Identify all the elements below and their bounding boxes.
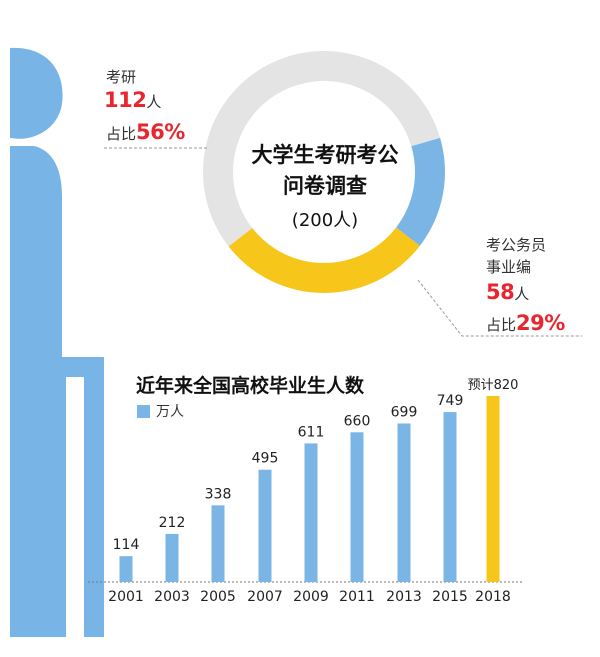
gongwu-label-line1: 考公务员 [486,236,547,254]
bar-2005 [211,505,225,582]
donut-slice-0 [203,50,441,247]
bar-2018 [486,396,500,582]
gongwu-leader-line [417,279,582,337]
person-head-shape [10,47,63,139]
gongwu-count-value: 58 [486,280,515,304]
bar-value-label-2007: 495 [252,451,279,467]
bar-2009 [304,443,318,582]
x-tick-label-2005: 2005 [200,589,236,605]
donut-title-line1: 大学生考研考公 [251,143,399,167]
kaoyan-count-unit: 人 [146,93,162,111]
x-tick-label-2007: 2007 [247,589,283,605]
bar-value-label-2003: 212 [159,515,186,531]
bar-2001 [119,556,133,582]
kaoyan-share: 占比56% [106,120,185,144]
x-tick-label-2015: 2015 [432,589,468,605]
person-body-shape [10,146,104,637]
x-tick-label-2011: 2011 [339,589,375,605]
bar-value-label-2011: 660 [344,413,371,429]
bar-2011 [350,432,364,582]
x-tick-label-2003: 2003 [154,589,190,605]
x-tick-label-2018: 2018 [475,589,511,605]
bar-value-label-2001: 114 [113,537,140,553]
bar-2007 [258,469,272,582]
donut-total: (200人) [291,210,359,231]
kaoyan-count: 112人 [104,88,161,112]
bar-2013 [397,423,411,582]
bar-2003 [165,533,179,582]
legend-swatch [137,405,150,418]
gongwu-share: 占比29% [486,311,565,335]
kaoyan-count-value: 112 [104,88,147,112]
x-tick-label-2013: 2013 [386,589,422,605]
x-tick-label-2001: 2001 [108,589,144,605]
bar-2015 [443,412,457,582]
kaoyan-share-value: 56% [136,120,185,144]
donut-slice-other [396,137,445,246]
kaoyan-share-label: 占比 [106,125,137,143]
x-tick-label-2009: 2009 [293,589,329,605]
gongwu-label-line2: 事业编 [486,258,532,276]
gongwu-share-label: 占比 [486,316,517,334]
bar-chart-title: 近年来全国高校毕业生人数 [136,375,365,397]
gongwu-count-unit: 人 [514,285,530,303]
donut-title-line2: 问卷调查 [283,174,367,198]
gongwu-count: 58人 [486,280,529,304]
bar-value-label-2009: 611 [298,424,325,440]
donut-slice-2 [228,227,420,293]
kaoyan-label: 考研 [106,68,137,86]
bar-value-label-2018: 预计820 [468,378,519,393]
gongwu-share-value: 29% [516,311,565,335]
bar-value-label-2013: 699 [391,404,418,420]
bar-value-label-2015: 749 [437,393,464,409]
legend-label: 万人 [156,404,184,420]
bar-value-label-2005: 338 [205,486,232,502]
